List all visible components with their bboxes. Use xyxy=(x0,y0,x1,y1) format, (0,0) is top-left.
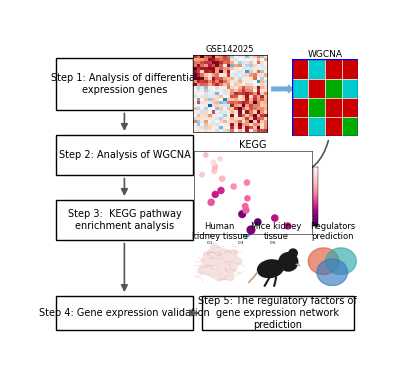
Text: Step 5: The regulatory factors of
gene expression network
prediction: Step 5: The regulatory factors of gene e… xyxy=(198,296,357,329)
Text: Step 1: Analysis of differential
expression genes: Step 1: Analysis of differential express… xyxy=(51,73,198,94)
Text: Step 2: Analysis of WGCNA: Step 2: Analysis of WGCNA xyxy=(58,150,190,160)
FancyBboxPatch shape xyxy=(56,58,193,110)
FancyBboxPatch shape xyxy=(56,200,193,240)
Text: Step 3:  KEGG pathway
enrichment analysis: Step 3: KEGG pathway enrichment analysis xyxy=(68,209,181,231)
FancyBboxPatch shape xyxy=(202,296,354,330)
FancyBboxPatch shape xyxy=(56,135,193,175)
FancyBboxPatch shape xyxy=(56,296,193,330)
Text: Step 4: Gene expression validation: Step 4: Gene expression validation xyxy=(39,308,210,318)
